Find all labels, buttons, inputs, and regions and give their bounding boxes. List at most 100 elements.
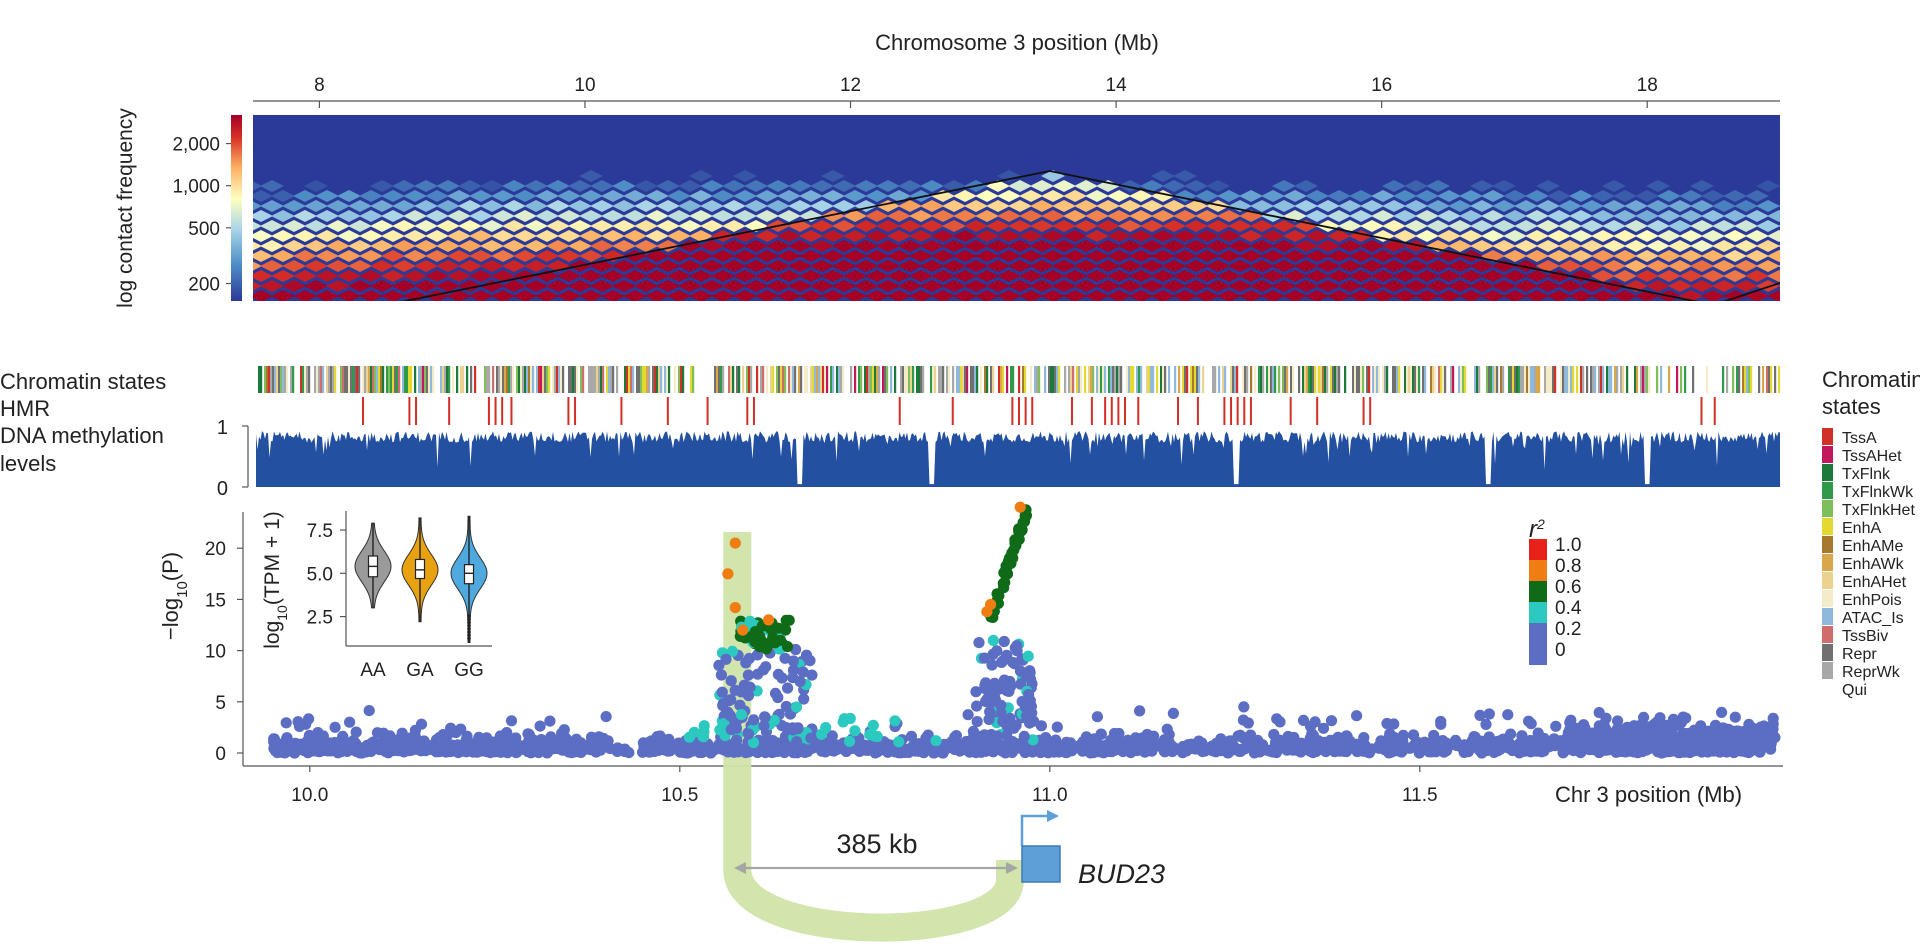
snp-point <box>1483 708 1495 720</box>
manhattan-ytick-label: 20 <box>205 539 226 560</box>
chromatin-segment <box>540 366 543 393</box>
chromatin-segment <box>556 366 559 393</box>
hic-cell <box>1668 200 1692 212</box>
hic-cell <box>590 240 614 252</box>
violin-outlier <box>467 633 471 637</box>
chromatin-segment <box>642 366 645 393</box>
hic-cell <box>557 290 581 301</box>
hic-cell <box>1063 270 1087 282</box>
hic-cell <box>436 180 460 192</box>
snp-point <box>1134 705 1146 717</box>
snp-point <box>792 722 804 735</box>
chromatin-segment <box>530 366 533 393</box>
hic-cell <box>953 190 977 202</box>
hic-cell <box>1294 260 1318 272</box>
chromatin-segment <box>1184 366 1187 393</box>
chromatin-segment <box>1360 366 1363 393</box>
hic-cell <box>964 260 988 272</box>
r2-legend-swatch <box>1529 581 1547 602</box>
hic-cell <box>425 270 449 282</box>
snp-point <box>344 716 356 728</box>
chromatin-segment <box>582 366 585 393</box>
chromatin-segment <box>1430 366 1433 393</box>
hic-cell <box>898 200 922 212</box>
hmr-mark <box>415 397 418 425</box>
chromatin-segment <box>894 366 897 393</box>
hic-cell <box>744 280 768 292</box>
chromatin-segment <box>640 366 643 393</box>
hic-cell <box>1294 220 1318 232</box>
hic-cell <box>271 210 295 222</box>
hic-cell <box>29 190 53 202</box>
chromatin-segment <box>986 366 989 393</box>
chromatin-segment <box>1002 366 1005 393</box>
hic-cell <box>337 230 361 242</box>
chromatin-segment <box>922 366 925 393</box>
chromatin-segment <box>1376 366 1379 393</box>
chromatin-segment <box>466 366 469 393</box>
hmr-mark <box>362 397 365 425</box>
hic-cell <box>293 210 317 222</box>
hic-cell <box>568 180 592 192</box>
hic-cell <box>1855 230 1879 242</box>
hic-xtick-label: 8 <box>314 75 325 96</box>
hic-cell <box>1195 210 1219 222</box>
hic-cell <box>1118 240 1142 252</box>
chromatin-segment <box>792 366 795 393</box>
hic-cell <box>491 270 515 282</box>
hic-cell <box>1492 240 1516 252</box>
hic-cell <box>755 230 779 242</box>
snp-point <box>1634 739 1646 751</box>
chromatin-legend-label: TssAHet <box>1842 448 1902 465</box>
hic-cell <box>634 220 658 232</box>
snp-point <box>737 624 749 636</box>
hic-cell <box>1206 220 1230 232</box>
hic-cell <box>645 190 669 202</box>
snp-point <box>1524 734 1537 747</box>
chromatin-segment <box>536 366 539 393</box>
hic-cell <box>348 280 372 292</box>
hic-cell <box>1470 260 1494 272</box>
r2-legend-label: 0.8 <box>1555 556 1581 577</box>
gene-model: BUD23 <box>1020 810 1165 889</box>
hic-cell <box>1008 280 1032 292</box>
hic-cell <box>931 230 955 242</box>
snp-point <box>735 686 747 698</box>
hic-cell <box>1536 280 1560 292</box>
hic-cell <box>1305 290 1329 301</box>
gene-exon <box>1021 845 1061 883</box>
hic-cell <box>1404 260 1428 272</box>
hic-cell <box>1426 220 1450 232</box>
chromatin-segment <box>1526 366 1529 393</box>
hic-cell <box>799 190 823 202</box>
hic-cell <box>1778 245 1780 247</box>
hic-cell <box>414 240 438 252</box>
hic-cell <box>1448 240 1472 252</box>
chromatin-segment <box>1478 366 1481 393</box>
hic-cell <box>942 280 966 292</box>
hic-cell <box>612 220 636 232</box>
chromatin-segment <box>280 366 283 393</box>
hic-cell <box>1096 220 1120 232</box>
hic-cell <box>1217 270 1241 282</box>
hic-cell <box>73 230 97 242</box>
hic-cell <box>656 180 680 192</box>
hic-cell <box>337 190 361 202</box>
snp-point <box>542 746 554 758</box>
hmr-mark <box>666 397 669 425</box>
hic-cell <box>253 250 273 262</box>
chromatin-legend-label: TxFlnkHet <box>1842 502 1915 519</box>
hic-cell <box>1723 210 1747 222</box>
hic-cell <box>414 280 438 292</box>
manhattan-axes <box>242 512 1783 767</box>
hic-cell <box>436 260 460 272</box>
chromatin-segment <box>1334 366 1337 393</box>
chromatin-segment <box>1012 366 1015 393</box>
hic-cell <box>491 190 515 202</box>
chromatin-segment <box>340 366 343 393</box>
chromatin-segment <box>1052 366 1055 393</box>
hic-cell <box>62 200 86 212</box>
chromatin-segment <box>1726 366 1729 393</box>
chromatin-segment <box>1156 366 1159 393</box>
snp-point <box>1525 718 1537 730</box>
